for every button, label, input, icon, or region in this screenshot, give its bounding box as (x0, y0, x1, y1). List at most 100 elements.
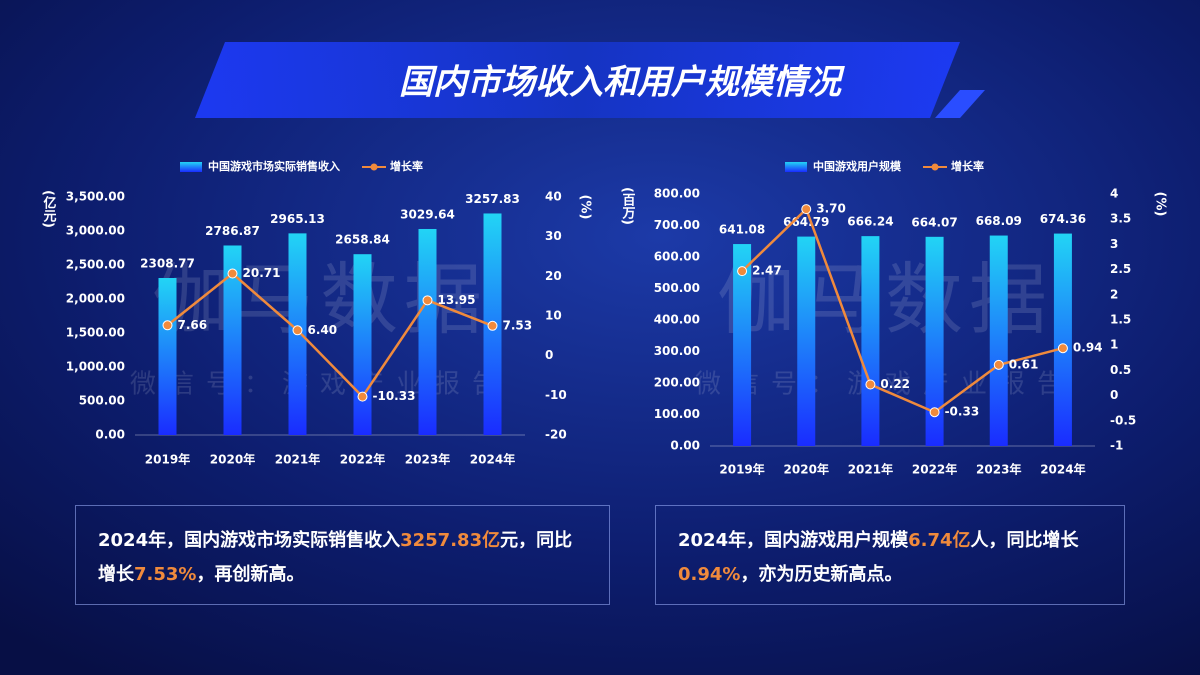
y2-tick-label: 1.5 (1110, 313, 1131, 327)
line-point (1057, 343, 1068, 354)
x-tick-label: 2019年 (719, 462, 764, 477)
x-tick-label: 2022年 (912, 462, 957, 477)
line-value-label: 7.53 (503, 318, 533, 332)
x-tick-label: 2019年 (145, 452, 190, 467)
bar (797, 236, 816, 446)
y-tick-label: 500.00 (79, 394, 125, 408)
bar-value-label: 2308.77 (140, 257, 195, 271)
legend-swatch (785, 162, 807, 172)
y-tick-label: 300.00 (654, 344, 700, 358)
line-point (162, 320, 173, 331)
line-point (227, 268, 238, 279)
y-tick-label: 800.00 (654, 187, 700, 201)
line-point (865, 379, 876, 390)
line-value-label: 20.71 (243, 266, 281, 280)
y2-tick-label: 4 (1110, 187, 1118, 201)
legend-swatch (931, 163, 939, 171)
caption-highlight: 7.53% (134, 564, 197, 585)
legend-label: 中国游戏用户规模 (813, 159, 902, 173)
y2-tick-label: -0.5 (1110, 413, 1136, 427)
y-tick-label: 400.00 (654, 313, 700, 327)
bar (925, 236, 944, 446)
line-value-label: -10.33 (373, 389, 416, 403)
title-accent (935, 90, 985, 118)
bar-value-label: 668.09 (976, 214, 1022, 228)
y-tick-label: 2,000.00 (66, 292, 125, 306)
title-banner (195, 42, 960, 118)
caption-text: ，再创新高。 (196, 564, 305, 585)
caption-text: 2024年，国内游戏用户规模 (678, 530, 909, 551)
line (741, 206, 1064, 414)
x-tick-label: 2021年 (848, 462, 893, 477)
y-axis-label: (亿元) (41, 190, 57, 228)
line-value-label: 2.47 (752, 264, 782, 278)
bar (733, 244, 752, 446)
bar (989, 235, 1008, 446)
y2-axis-label: (%) (1153, 192, 1168, 217)
line-point (993, 359, 1004, 370)
line-point (801, 204, 812, 215)
y2-tick-label: -20 (545, 428, 567, 442)
bar-value-label: 674.36 (1040, 212, 1086, 226)
x-tick-label: 2022年 (340, 452, 385, 467)
bar-value-label: 666.24 (847, 215, 893, 229)
caption-highlight: 3257.83亿 (400, 530, 501, 551)
caption-highlight: 6.74亿 (908, 530, 971, 551)
line-value-label: 0.61 (1009, 357, 1039, 371)
legend-label: 增长率 (390, 159, 423, 173)
y-tick-label: 500.00 (654, 281, 700, 295)
y-tick-label: 600.00 (654, 250, 700, 264)
y-tick-label: 3,000.00 (66, 224, 125, 238)
line-point (292, 325, 303, 336)
bar-value-label: 2786.87 (205, 224, 260, 238)
y2-tick-label: 0 (1110, 388, 1118, 402)
y2-tick-label: 0.5 (1110, 363, 1131, 377)
bar (1053, 233, 1072, 446)
line-value-label: 3.70 (816, 202, 846, 216)
caption-highlight: 0.94% (678, 564, 741, 585)
bar (418, 228, 437, 435)
watermark-account: 微信号：游戏产业报告 (130, 370, 510, 400)
bar-value-label: 641.08 (719, 223, 765, 237)
x-tick-label: 2024年 (470, 452, 515, 467)
bar-value-label: 3029.64 (400, 207, 455, 221)
y2-tick-label: 20 (545, 269, 562, 283)
y2-tick-label: 2 (1110, 287, 1118, 301)
legend-swatch (180, 162, 202, 172)
line-value-label: -0.33 (945, 405, 980, 419)
y-tick-label: 2,500.00 (66, 258, 125, 272)
y2-tick-label: 3.5 (1110, 212, 1131, 226)
bar (223, 245, 242, 435)
caption-text: 人，同比增长 (970, 530, 1079, 551)
y-tick-label: 1,500.00 (66, 326, 125, 340)
y2-tick-label: 40 (545, 190, 562, 204)
x-tick-label: 2023年 (405, 452, 450, 467)
x-tick-label: 2024年 (1040, 462, 1085, 477)
caption-text: 2024年，国内游戏市场实际销售收入 (98, 530, 401, 551)
line-value-label: 7.66 (178, 318, 208, 332)
y2-tick-label: 1 (1110, 338, 1118, 352)
y-tick-label: 700.00 (654, 218, 700, 232)
legend-label: 中国游戏市场实际销售收入 (208, 159, 340, 173)
line-point (737, 266, 748, 277)
y2-axis-label: (%) (578, 195, 593, 220)
line-value-label: 13.95 (438, 293, 476, 307)
bar-value-label: 664.79 (783, 215, 829, 229)
page-title: 国内市场收入和用户规模情况 (399, 63, 845, 103)
y-tick-label: 0.00 (95, 428, 125, 442)
y-tick-label: 0.00 (670, 439, 700, 453)
line-point (487, 320, 498, 331)
y2-tick-label: -10 (545, 388, 567, 402)
legend-swatch (370, 163, 378, 171)
bar (861, 236, 880, 446)
y-tick-label: 200.00 (654, 376, 700, 390)
y-tick-label: 100.00 (654, 407, 700, 421)
line-point (929, 407, 940, 418)
caption-text: 元，同比增长 (98, 530, 573, 585)
bar-value-label: 2965.13 (270, 212, 325, 226)
y2-tick-label: 2.5 (1110, 262, 1131, 276)
x-tick-label: 2021年 (275, 452, 320, 467)
bar-value-label: 3257.83 (465, 192, 520, 206)
